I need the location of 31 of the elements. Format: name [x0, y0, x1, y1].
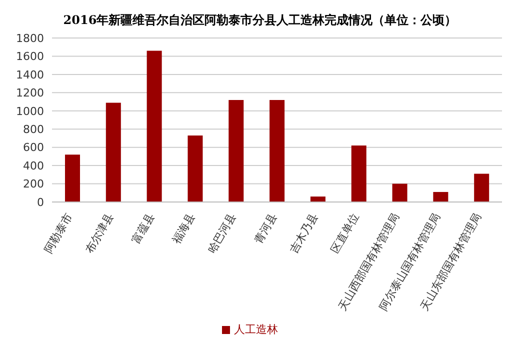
x-tick-label: 富蕴县 — [129, 211, 157, 246]
y-tick-label: 0 — [37, 196, 44, 209]
y-tick-label: 1800 — [16, 32, 44, 45]
y-tick-label: 1200 — [16, 86, 44, 100]
x-tick-label: 福海县 — [170, 211, 198, 246]
chart-title: 2016年新疆维吾尔自治区阿勒泰市分县人工造林完成情况（单位：公顷） — [62, 12, 458, 29]
x-tick-label: 区直单位 — [328, 211, 362, 256]
y-tick-label: 400 — [23, 159, 44, 172]
bar — [146, 50, 162, 202]
y-tick-label: 1600 — [16, 50, 44, 64]
y-tick-label: 1400 — [16, 68, 44, 82]
x-tick-label: 青河县 — [252, 211, 280, 246]
bar — [474, 174, 490, 202]
x-tick-label: 阿勒泰市 — [42, 211, 76, 256]
bar — [228, 100, 244, 202]
bar — [188, 135, 203, 202]
y-tick-label: 800 — [23, 123, 44, 136]
y-tick-label: 1000 — [16, 104, 44, 118]
bar — [65, 154, 80, 202]
y-tick-label: 200 — [23, 178, 44, 191]
x-tick-label: 布尔津县 — [82, 211, 116, 256]
y-tick-label: 600 — [23, 141, 44, 154]
bar — [106, 102, 121, 202]
bar — [310, 196, 326, 202]
bar — [392, 184, 408, 202]
bar — [351, 146, 366, 202]
legend-label: 人工造林 — [234, 323, 278, 336]
x-tick-label: 哈巴河县 — [205, 211, 239, 256]
x-tick-label: 吉木乃县 — [287, 211, 321, 256]
bar — [433, 192, 448, 202]
bar — [270, 100, 285, 202]
